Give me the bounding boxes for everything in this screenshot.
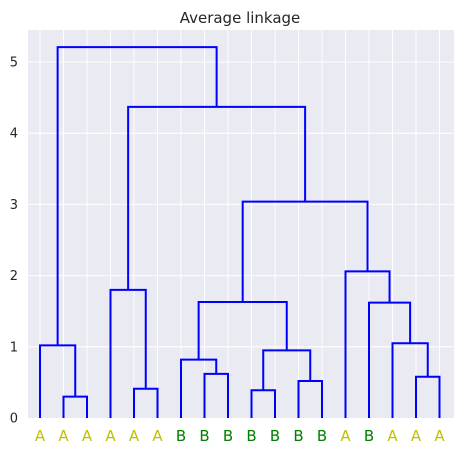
y-tick-label-2: 2	[10, 269, 18, 284]
y-tick-label-5: 5	[10, 56, 18, 71]
y-tick-label-3: 3	[10, 198, 18, 213]
chart-title: Average linkage	[180, 9, 301, 27]
leaf-label-6: B	[176, 427, 186, 445]
leaf-label-12: B	[317, 427, 327, 445]
leaf-label-3: A	[105, 427, 116, 445]
y-axis-ticks: 0 1 2 3 4 5	[10, 56, 18, 427]
y-tick-label-4: 4	[10, 127, 18, 142]
link-4	[203, 372, 229, 418]
leaf-label-7: B	[199, 427, 209, 445]
link-11	[391, 342, 429, 418]
y-tick-label-1: 1	[10, 340, 18, 355]
link-8	[262, 349, 312, 391]
leaf-label-9: B	[246, 427, 256, 445]
link-6	[250, 389, 276, 418]
leaf-label-4: A	[129, 427, 140, 445]
leaf-label-5: A	[152, 427, 163, 445]
link-9	[197, 300, 288, 360]
leaf-label-15: A	[387, 427, 398, 445]
leaf-label-13: A	[340, 427, 351, 445]
dendrogram-links	[39, 46, 441, 418]
leaf-label-11: B	[293, 427, 303, 445]
link-16	[56, 46, 218, 346]
leaf-label-16: A	[411, 427, 422, 445]
link-7	[297, 379, 323, 418]
leaf-label-2: A	[82, 427, 93, 445]
leaf-label-1: A	[58, 427, 69, 445]
leaf-label-14: B	[364, 427, 374, 445]
leaf-label-0: A	[35, 427, 46, 445]
leaf-label-8: B	[223, 427, 233, 445]
leaf-label-17: A	[434, 427, 445, 445]
plot-area	[28, 30, 454, 418]
leaf-label-10: B	[270, 427, 280, 445]
link-12	[368, 301, 412, 418]
y-tick-label-0: 0	[10, 412, 18, 427]
grid-lines	[28, 30, 454, 418]
